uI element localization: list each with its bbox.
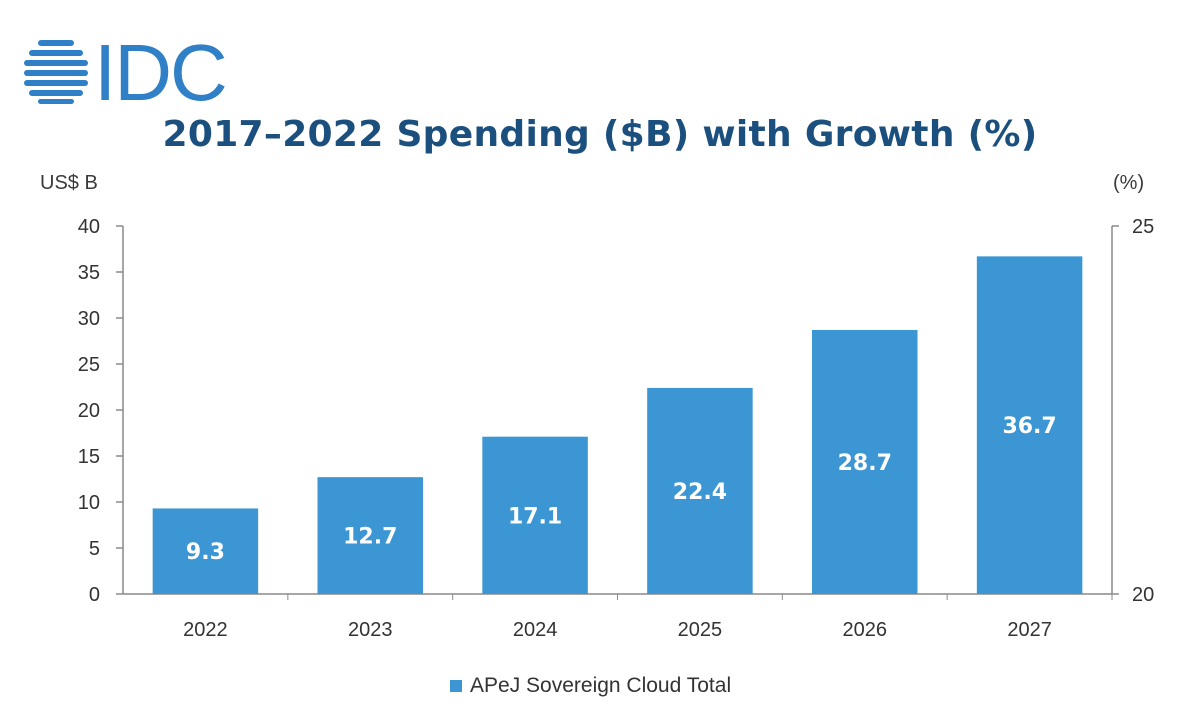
y-tick-label: 5 [89, 538, 100, 560]
left-axis-unit: US$ B [40, 172, 98, 194]
idc-logo: IDC [24, 36, 228, 106]
legend-label: APeJ Sovereign Cloud Total [470, 674, 732, 697]
legend: APeJ Sovereign Cloud Total [450, 674, 731, 698]
bar [976, 256, 1083, 594]
x-tick-label: 2023 [348, 619, 393, 641]
y-tick-label: 10 [78, 492, 100, 514]
bar-value-label: 36.7 [1002, 414, 1056, 439]
y-tick-label: 35 [78, 262, 100, 284]
x-tick-label: 2022 [183, 619, 228, 641]
chart-title: 2017–2022 Spending ($B) with Growth (%) [162, 114, 1038, 155]
y-tick-label: 30 [78, 308, 100, 330]
bar [647, 387, 753, 594]
bar-value-label: 12.7 [343, 525, 397, 550]
globe-icon [24, 40, 88, 104]
bar-value-label: 17.1 [508, 504, 562, 529]
bar [317, 477, 423, 594]
bar [152, 508, 259, 594]
right-axis-unit: (%) [1113, 172, 1145, 194]
y-tick-label: 40 [78, 216, 100, 238]
bar [812, 329, 918, 594]
bar-value-label: 9.3 [186, 540, 225, 565]
x-tick-label: 2027 [1007, 619, 1052, 641]
x-tick-label: 2025 [678, 619, 723, 641]
y2-tick-label: 25 [1132, 216, 1154, 238]
bar [482, 436, 588, 594]
y-tick-label: 15 [78, 446, 100, 468]
y-tick-label: 25 [78, 354, 100, 376]
y2-tick-label: 20 [1132, 584, 1154, 606]
bar-value-label: 28.7 [838, 451, 892, 476]
legend-swatch [450, 680, 462, 692]
logo-text: IDC [94, 36, 226, 106]
y-tick-label: 20 [78, 400, 100, 422]
y-tick-label: 0 [89, 584, 100, 606]
bar-value-label: 22.4 [673, 480, 727, 505]
x-tick-label: 2024 [513, 619, 558, 641]
x-tick-label: 2026 [843, 619, 888, 641]
